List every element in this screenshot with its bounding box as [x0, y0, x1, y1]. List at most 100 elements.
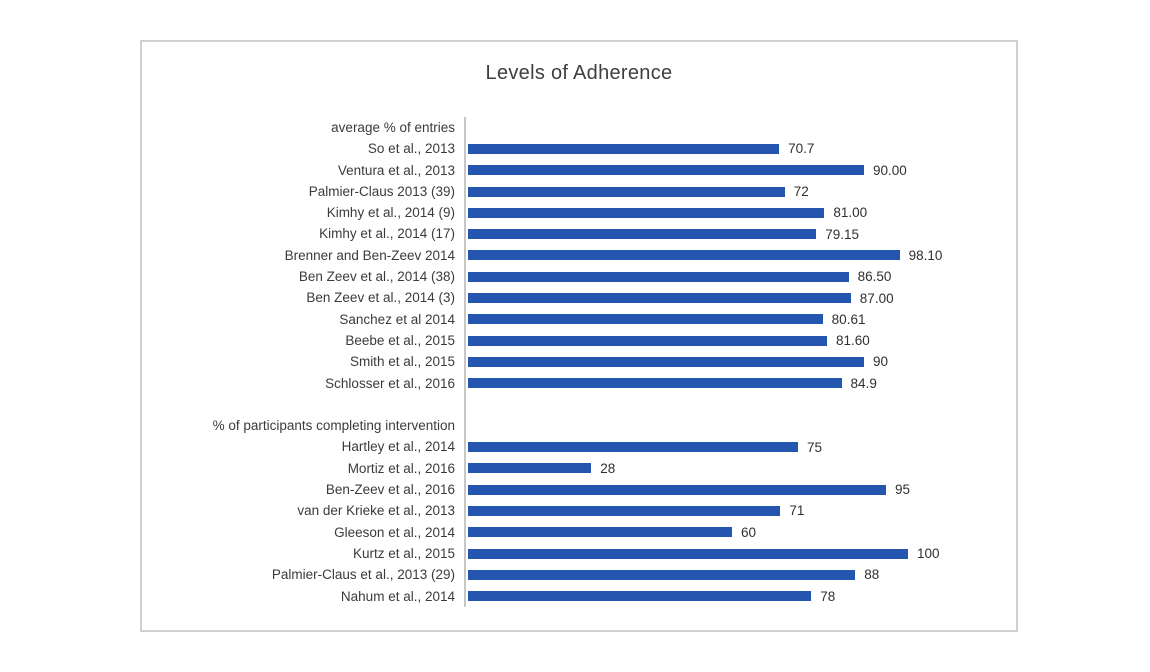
value-label: 90	[873, 354, 889, 370]
data-bar	[468, 165, 864, 176]
category-label: Sanchez et al 2014	[339, 311, 455, 327]
value-label: 72	[793, 184, 809, 200]
bar-area: 79.15	[464, 223, 1016, 244]
category-label: Ben Zeev et al., 2014 (38)	[298, 269, 455, 285]
value-label: 79.15	[825, 226, 860, 242]
bar-area: 75	[464, 436, 1016, 457]
bar-area: 90	[464, 351, 1016, 372]
bar-row: Brenner and Ben-Zeev 2014 98.10	[142, 245, 1016, 266]
bar-row: van der Krieke et al., 2013 71	[142, 500, 1016, 521]
group-header-row: average % of entries	[142, 117, 1016, 138]
data-bar	[468, 591, 812, 602]
data-bar	[468, 484, 886, 495]
chart-panel: Levels of Adherence average % of entries…	[140, 40, 1018, 632]
data-bar	[468, 442, 798, 453]
empty-bar-area	[464, 117, 1016, 138]
category-label: Palmier-Claus et al., 2013 (29)	[271, 567, 455, 583]
group-label: average % of entries	[331, 120, 455, 135]
value-label: 84.9	[850, 375, 877, 391]
bar-row: Gleeson et al., 2014 60	[142, 522, 1016, 543]
value-label: 100	[917, 546, 940, 562]
category-label: Smith et al., 2015	[349, 354, 455, 370]
category-label: Nahum et al., 2014	[340, 588, 455, 604]
bar-row: Palmier-Claus et al., 2013 (29) 88	[142, 564, 1016, 585]
bar-area: 100	[464, 543, 1016, 564]
data-bar	[468, 186, 785, 197]
data-bar	[468, 527, 732, 538]
category-label: Schlosser et al., 2016	[325, 375, 455, 391]
bar-area: 71	[464, 500, 1016, 521]
group-label: % of participants completing interventio…	[212, 418, 455, 434]
bar-group: average % of entries So et al., 2013 70.7 V…	[142, 117, 1016, 394]
data-bar	[468, 463, 592, 474]
category-label: Ben-Zeev et al., 2016	[325, 482, 455, 498]
value-label: 78	[820, 588, 836, 604]
bar-row: Smith et al., 2015 90	[142, 351, 1016, 372]
bar-area: 98.10	[464, 245, 1016, 266]
bar-area: 84.9	[464, 373, 1016, 394]
value-label: 88	[864, 567, 880, 583]
value-label: 81.00	[833, 205, 868, 221]
data-bar	[468, 143, 780, 154]
category-label: So et al., 2013	[367, 141, 455, 157]
bar-row: Palmier-Claus 2013 (39) 72	[142, 181, 1016, 202]
data-bar	[468, 356, 864, 367]
empty-bar-area	[464, 415, 1016, 436]
bar-area: 28	[464, 458, 1016, 479]
bar-row: Hartley et al., 2014 75	[142, 436, 1016, 457]
data-bar	[468, 378, 842, 389]
bar-row: Ventura et al., 2013 90.00	[142, 160, 1016, 181]
bar-row: Nahum et al., 2014 78	[142, 586, 1016, 607]
data-bar	[468, 250, 900, 261]
bar-area: 87.00	[464, 287, 1016, 308]
value-label: 71	[789, 503, 805, 519]
category-label: Brenner and Ben-Zeev 2014	[284, 247, 455, 263]
category-label: Kimhy et al., 2014 (9)	[326, 205, 455, 221]
category-label: Hartley et al., 2014	[341, 439, 455, 455]
category-label: Ben Zeev et al., 2014 (3)	[306, 290, 455, 306]
value-label: 95	[895, 482, 911, 498]
bar-row: Ben Zeev et al., 2014 (3) 87.00	[142, 287, 1016, 308]
value-label: 75	[807, 439, 823, 455]
data-bar	[468, 505, 781, 516]
bar-area: 90.00	[464, 160, 1016, 181]
category-label: Palmier-Claus 2013 (39)	[308, 183, 455, 199]
group-header-row: % of participants completing interventio…	[142, 415, 1016, 436]
bar-area: 60	[464, 522, 1016, 543]
category-label: Ventura et al., 2013	[337, 162, 455, 178]
bar-area: 88	[464, 564, 1016, 585]
bar-row: Beebe et al., 2015 81.60	[142, 330, 1016, 351]
bar-row: Mortiz et al., 2016 28	[142, 458, 1016, 479]
data-bar	[468, 293, 851, 304]
category-label: van der Krieke et al., 2013	[297, 503, 455, 519]
bar-rows-container: average % of entries So et al., 2013 70.7 V…	[142, 117, 1016, 607]
data-bar	[468, 271, 849, 282]
bar-row: Sanchez et al 2014 80.61	[142, 309, 1016, 330]
bar-area: 72	[464, 181, 1016, 202]
value-label: 60	[741, 524, 757, 540]
bar-area: 86.50	[464, 266, 1016, 287]
data-bar	[468, 548, 908, 559]
value-label: 86.50	[857, 269, 892, 285]
value-label: 80.61	[831, 311, 866, 327]
bar-row: Kimhy et al., 2014 (9) 81.00	[142, 202, 1016, 223]
value-label: 70.7	[788, 141, 815, 157]
data-bar	[468, 335, 828, 346]
bar-row: Kimhy et al., 2014 (17) 79.15	[142, 223, 1016, 244]
bar-area: 78	[464, 586, 1016, 607]
value-label: 98.10	[908, 247, 943, 263]
value-label: 28	[600, 460, 616, 476]
value-label: 81.60	[836, 333, 870, 349]
data-bar	[468, 207, 825, 218]
bar-area: 81.00	[464, 202, 1016, 223]
bar-area: 95	[464, 479, 1016, 500]
category-label: Mortiz et al., 2016	[347, 460, 455, 476]
category-label: Kimhy et al., 2014 (17)	[319, 226, 455, 242]
value-label: 90.00	[873, 162, 907, 178]
data-bar	[468, 229, 817, 240]
bar-area: 80.61	[464, 309, 1016, 330]
bar-row: Schlosser et al., 2016 84.9	[142, 373, 1016, 394]
data-bar	[468, 314, 823, 325]
category-label: Gleeson et al., 2014	[334, 524, 455, 540]
